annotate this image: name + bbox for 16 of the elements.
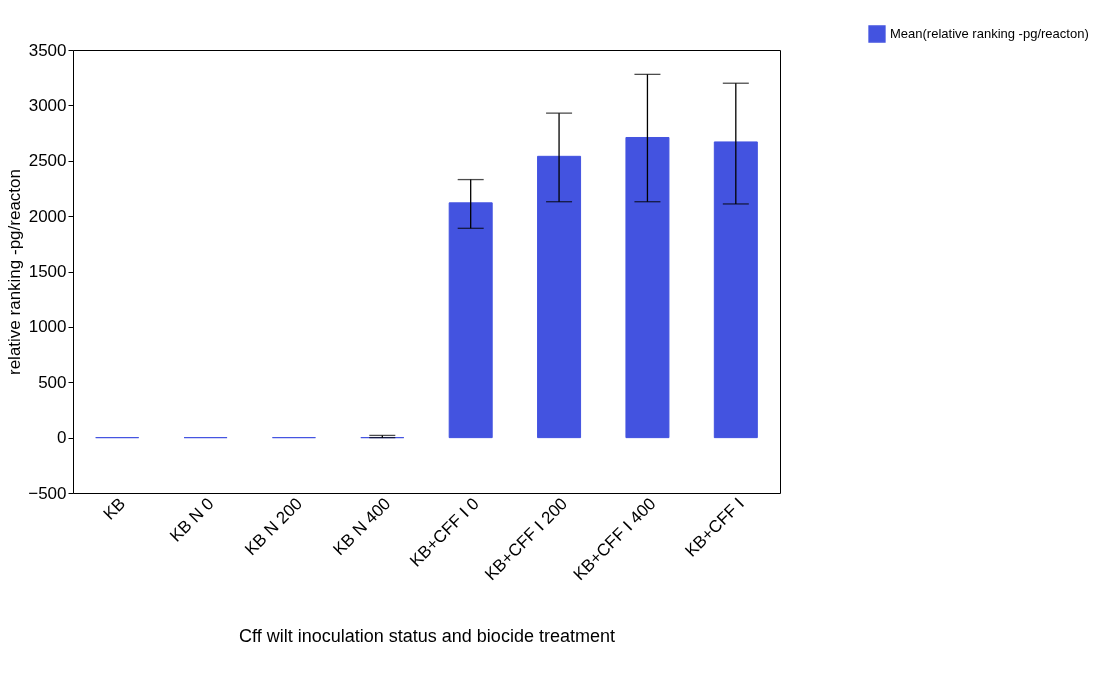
y-tick-label: 2000: [28, 206, 67, 226]
y-tick-label: −500: [28, 483, 67, 503]
x-tick-label: KB N 0: [166, 494, 218, 546]
y-axis-title: relative ranking -pg/reacton: [5, 168, 25, 376]
x-axis-title: Cff wilt inoculation status and biocide treatment: [239, 626, 615, 647]
y-tick-label: 1500: [28, 262, 67, 281]
y-tick-label: 1000: [28, 317, 67, 337]
y-tick-label: 0: [57, 428, 67, 448]
legend-label: Mean(relative ranking -pg/reacton): [890, 26, 1089, 41]
x-tick-label: KB N 400: [329, 494, 395, 559]
y-tick-label: 3000: [28, 95, 67, 115]
y-tick-label: 2500: [28, 151, 67, 171]
y-tick-label: 3500: [28, 40, 67, 60]
x-tick-label: KB: [99, 494, 130, 524]
y-tick-label: 500: [38, 372, 67, 392]
x-tick-label: KB N 200: [241, 494, 306, 559]
